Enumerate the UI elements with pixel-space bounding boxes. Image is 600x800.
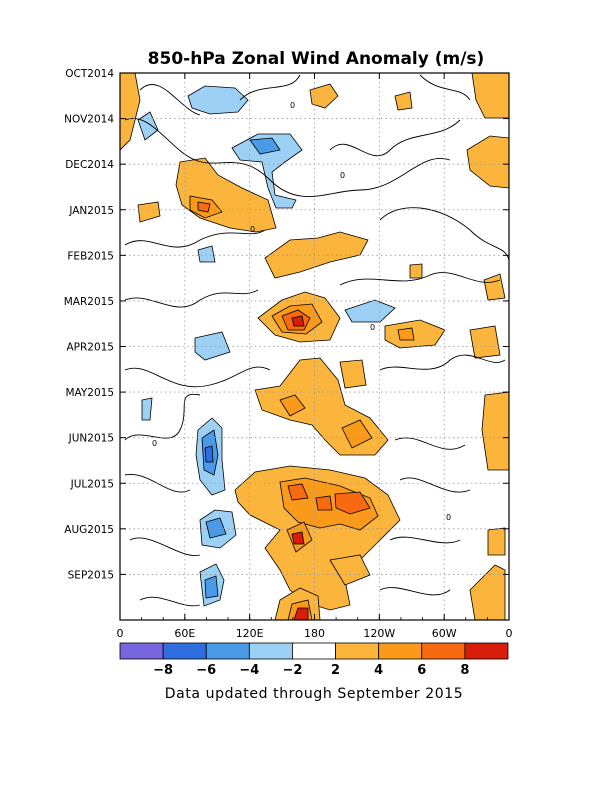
y-tick-label: JUN2015 [68, 433, 114, 445]
colorbar-swatch [205, 642, 250, 660]
contour-label: 0 [290, 101, 295, 110]
colorbar-swatch [248, 642, 293, 660]
x-tick-label: 120W [363, 627, 395, 640]
x-tick-label: 60E [174, 627, 195, 640]
y-tick-label: NOV2014 [64, 114, 114, 126]
grid-lines [120, 73, 509, 620]
colorbar-tick-label: 4 [374, 663, 383, 678]
zero-contours [124, 74, 509, 607]
contour-label: 0 [340, 171, 345, 180]
anomaly-field: 0 0 0 0 0 0 [120, 73, 509, 620]
colorbar-swatch [119, 642, 164, 660]
colorbar-tick-label: 2 [331, 663, 340, 678]
y-tick-label: SEP2015 [68, 569, 114, 581]
contour-label: 0 [250, 225, 255, 234]
colorbar-swatch [378, 642, 423, 660]
y-tick-label: AUG2015 [64, 524, 114, 536]
x-axis: 0 60E 120E 180 120W 60W 0 [117, 73, 513, 640]
colorbar-tick-label: −8 [153, 663, 173, 678]
colorbar-swatch [464, 642, 509, 660]
x-tick-label: 180 [304, 627, 325, 640]
colorbar-tick-label: −4 [239, 663, 259, 678]
colorbar-swatch [162, 642, 207, 660]
colorbar: −8 −6 −4 −2 2 4 6 8 [119, 642, 509, 678]
colorbar-tick-label: −6 [196, 663, 216, 678]
y-tick-label: JUL2015 [70, 478, 114, 490]
y-tick-label: OCT2014 [65, 68, 114, 80]
colorbar-tick-label: 8 [460, 663, 469, 678]
x-tick-label: 0 [117, 627, 124, 640]
contour-label: 0 [370, 323, 375, 332]
contour-label: 0 [446, 513, 451, 522]
y-tick-label: APR2015 [66, 342, 114, 354]
data-updated-note: Data updated through September 2015 [165, 686, 463, 702]
y-tick-label: FEB2015 [67, 250, 114, 262]
x-tick-label: 120E [236, 627, 264, 640]
colorbar-swatch [292, 642, 336, 660]
y-tick-label: DEC2014 [65, 159, 114, 171]
colorbar-swatch [421, 642, 466, 660]
contour-labels: 0 0 0 0 0 0 [152, 101, 451, 522]
colorbar-tick-label: 6 [417, 663, 426, 678]
colorbar-tick-label: −2 [282, 663, 302, 678]
x-tick-label: 60W [432, 627, 457, 640]
positive-anomaly-regions [120, 73, 509, 620]
chart-title: 850-hPa Zonal Wind Anomaly (m/s) [148, 49, 485, 69]
y-tick-label: JAN2015 [68, 205, 114, 217]
x-tick-label: 0 [506, 627, 513, 640]
y-tick-label: MAR2015 [64, 296, 114, 308]
y-axis: OCT2014 NOV2014 DEC2014 JAN2015 FEB2015 MAR20… [64, 68, 509, 581]
colorbar-swatch [335, 642, 380, 660]
y-tick-label: MAY2015 [65, 387, 114, 399]
contour-label: 0 [152, 439, 157, 448]
